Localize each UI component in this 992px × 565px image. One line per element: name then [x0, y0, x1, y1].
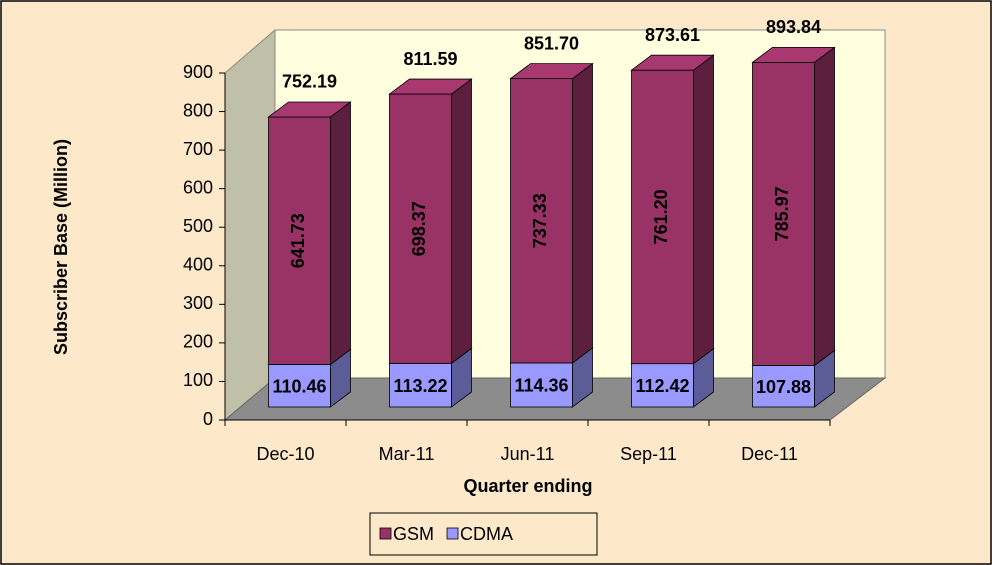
bar-front [510, 362, 573, 408]
value-label: 110.46 [272, 376, 326, 396]
value-label: 107.88 [756, 377, 811, 397]
bar-front [631, 363, 694, 408]
x-tick-label: Mar-11 [379, 444, 435, 464]
value-label: 698.37 [409, 201, 429, 256]
value-label: 785.97 [772, 186, 792, 241]
value-label: 113.22 [393, 376, 447, 396]
legend-swatch [446, 527, 459, 540]
y-tick-label: 100 [183, 370, 213, 390]
value-label: 737.33 [530, 193, 550, 248]
bar-side [693, 54, 714, 365]
x-tick-label: Sep-11 [620, 444, 677, 464]
y-tick-label: 300 [183, 293, 213, 313]
y-tick-label: 0 [203, 409, 213, 429]
bar-front [631, 69, 694, 365]
y-axis-label: Subscriber Base (Million) [51, 139, 71, 355]
y-tick-label: 400 [183, 255, 213, 275]
bar-side [330, 101, 351, 366]
legend-label: GSM [393, 524, 434, 544]
x-tick-label: Dec-10 [256, 444, 314, 464]
bar-side [814, 46, 835, 367]
bar-side [572, 62, 593, 364]
bar-top [509, 63, 594, 80]
bar-top [751, 46, 836, 63]
value-label: 112.42 [635, 376, 689, 396]
bar-front [389, 362, 452, 408]
total-label: 851.70 [524, 33, 579, 53]
y-tick-label: 600 [183, 177, 213, 197]
bar-front [268, 364, 331, 408]
y-tick-label: 200 [183, 332, 213, 352]
side-wall [224, 28, 276, 422]
x-axis-label: Quarter ending [463, 476, 592, 496]
total-label: 811.59 [403, 49, 457, 69]
bar-top [267, 101, 352, 118]
legend [369, 512, 598, 556]
x-tick-label: Dec-11 [741, 444, 798, 464]
y-tick-label: 900 [183, 62, 213, 82]
bar-top [630, 54, 715, 71]
bar-front [268, 116, 331, 365]
bar-front [389, 93, 452, 364]
bar-side [451, 78, 472, 365]
legend-label: CDMA [460, 524, 513, 544]
total-label: 752.19 [282, 72, 337, 92]
x-tick-label: Jun-11 [501, 444, 555, 464]
bar-top [388, 78, 473, 95]
bar-front [752, 365, 815, 408]
total-label: 873.61 [645, 25, 700, 45]
value-label: 114.36 [514, 376, 568, 396]
y-tick-label: 700 [183, 139, 213, 159]
legend-swatch [379, 527, 392, 540]
y-tick-label: 500 [183, 216, 213, 236]
value-label: 641.73 [288, 213, 308, 268]
value-label: 761.20 [651, 189, 671, 244]
bar-front [510, 78, 573, 364]
y-tick-label: 800 [183, 100, 213, 120]
total-label: 893.84 [766, 17, 821, 37]
